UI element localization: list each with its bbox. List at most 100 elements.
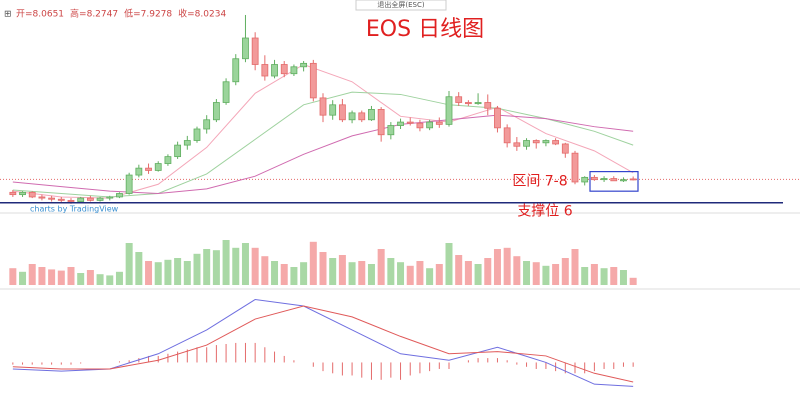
candle-body	[571, 152, 579, 183]
candle-body	[19, 191, 26, 196]
candle-body	[174, 144, 182, 158]
candle-body	[494, 107, 501, 129]
candle-body	[552, 140, 560, 145]
volume-bar	[135, 252, 143, 285]
volume-bar	[241, 243, 249, 285]
exit-button-label[interactable]: 退出全屏(ESC)	[377, 0, 424, 9]
candle-body	[145, 167, 152, 171]
candle-body	[532, 140, 540, 144]
volume-bar	[96, 274, 104, 285]
candle-body	[377, 109, 385, 136]
candle-body	[48, 197, 56, 200]
moving-average	[12, 114, 634, 194]
volume-bar	[571, 249, 579, 285]
volume-bar	[329, 258, 337, 285]
candle-body	[358, 112, 366, 121]
volume-bar	[67, 267, 75, 285]
volume-bar	[445, 243, 453, 285]
candle-body	[135, 167, 143, 176]
candle-body	[338, 104, 346, 121]
candle-body	[484, 102, 492, 109]
volume-bar	[232, 247, 240, 285]
candle-body	[610, 178, 618, 182]
candle-body	[523, 140, 530, 147]
candle-body	[96, 197, 104, 201]
support-label: 支撑位 6	[517, 204, 572, 220]
candle-body	[426, 121, 434, 129]
header-icon: ⊞	[4, 10, 12, 20]
candle-body	[416, 122, 424, 129]
candle-body	[38, 196, 46, 199]
volume-bar	[523, 261, 531, 285]
candle-body	[77, 197, 85, 202]
volume-bar	[629, 277, 637, 285]
volume-bar	[38, 267, 46, 285]
candle-body	[513, 142, 521, 147]
volume-bar	[474, 264, 482, 285]
candle-body	[542, 140, 550, 144]
candle-body	[629, 178, 637, 181]
candle-body	[290, 66, 298, 75]
candle-body	[222, 81, 230, 103]
macd-dif	[12, 298, 634, 387]
volume-bar	[338, 255, 346, 285]
candle-body	[242, 37, 249, 60]
volume-bar	[484, 258, 492, 285]
candle-body	[106, 196, 114, 199]
candle-body	[581, 176, 589, 183]
candle-body	[251, 37, 259, 65]
candle-body	[620, 179, 627, 182]
candle-body	[86, 197, 94, 201]
candle-body	[474, 102, 482, 105]
volume-bar	[251, 247, 259, 285]
volume-bar	[106, 275, 114, 285]
volume-bar	[619, 270, 627, 285]
candle-body	[445, 96, 453, 125]
volume-bar	[493, 249, 501, 285]
candle-body	[368, 109, 375, 121]
candle-body	[503, 127, 511, 144]
candle-body	[387, 125, 395, 136]
candle-body	[329, 104, 337, 116]
candle-body	[203, 119, 211, 130]
header-value: 低=7.9278	[124, 8, 172, 20]
volume-bar	[57, 270, 65, 285]
candle-body	[464, 102, 472, 105]
candle-body	[164, 156, 172, 164]
candle-body	[232, 58, 240, 83]
candle-body	[183, 140, 191, 146]
candle-body	[154, 163, 162, 171]
watermark: charts by TradingView	[30, 205, 119, 214]
volume-bar	[222, 240, 230, 285]
header-value: 开=8.0651	[16, 9, 64, 20]
volume-bar	[115, 271, 123, 285]
range-label: 区间 7-8	[512, 173, 567, 189]
volume-bar	[48, 269, 56, 285]
candle-body	[261, 64, 269, 77]
candle-body	[600, 178, 608, 181]
volume-bar	[387, 258, 395, 285]
volume-bar	[610, 267, 618, 285]
volume-bar	[406, 265, 414, 285]
volume-bar	[280, 264, 288, 285]
volume-bar	[542, 265, 550, 285]
volume-bar	[9, 268, 17, 285]
volume-bar	[397, 262, 405, 285]
candle-body	[300, 62, 308, 68]
volume-bar	[416, 261, 424, 285]
candle-body	[397, 121, 404, 126]
candle-body	[561, 143, 569, 154]
range-box	[589, 171, 639, 192]
volume-bar	[319, 252, 327, 285]
macd-dea	[12, 305, 634, 383]
volume-bar	[183, 261, 191, 285]
candle-body	[9, 191, 17, 196]
candle-body	[319, 97, 327, 116]
volume-bar	[19, 271, 27, 285]
exit-button[interactable]	[355, 0, 447, 11]
candle-body	[406, 121, 414, 124]
volume-bar	[154, 262, 162, 285]
candle-body	[125, 174, 133, 194]
